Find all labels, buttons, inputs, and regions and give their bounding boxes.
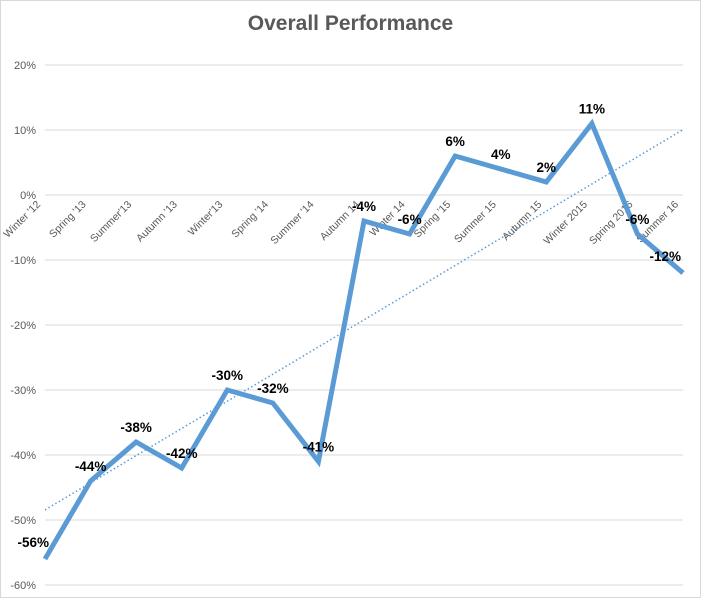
data-label: -41% xyxy=(303,440,335,455)
y-axis-ticks: 20% 10% 0% -10% -20% -30% -40% -50% -60% xyxy=(10,60,36,592)
data-label: 11% xyxy=(579,102,605,117)
data-label: -38% xyxy=(120,420,152,435)
data-label: 6% xyxy=(445,134,465,149)
data-label: 4% xyxy=(491,147,511,162)
x-tick-label: Summer 15 xyxy=(452,199,499,246)
x-tick-label: Spring '14 xyxy=(229,199,271,241)
y-tick-label: -30% xyxy=(10,385,36,397)
data-label: -56% xyxy=(17,535,49,550)
x-tick-label: Autumn 15 xyxy=(500,199,545,244)
trendline xyxy=(44,129,684,511)
y-tick-label: -10% xyxy=(10,255,36,267)
x-tick-label: Winter 2015 xyxy=(541,199,590,248)
x-tick-label: Summer '14 xyxy=(268,199,316,247)
x-tick-label: Winter'13 xyxy=(186,199,226,239)
x-tick-label: Winter '12 xyxy=(1,199,43,241)
y-tick-label: -60% xyxy=(10,580,36,592)
data-label: -6% xyxy=(398,212,422,227)
data-labels: -56% -44% -38% -42% -30% -32% -41% -4% -6% 6% 4% 2%… xyxy=(17,102,681,551)
trendline-layer xyxy=(44,129,684,511)
series-line xyxy=(42,118,685,561)
data-label: 2% xyxy=(537,160,557,175)
series-layer xyxy=(42,118,685,561)
data-label: -44% xyxy=(75,459,107,474)
y-tick-label: 0% xyxy=(20,190,36,202)
y-tick-label: -50% xyxy=(10,515,36,527)
data-label: -30% xyxy=(212,368,244,383)
data-label: -12% xyxy=(649,249,681,264)
data-label: -4% xyxy=(352,199,376,214)
y-tick-label: -40% xyxy=(10,450,36,462)
data-label: -32% xyxy=(257,381,289,396)
chart-title: Overall Performance xyxy=(247,12,454,35)
x-tick-label: Spring '13 xyxy=(47,199,89,241)
gridlines xyxy=(45,64,683,586)
y-tick-label: 20% xyxy=(14,60,36,72)
data-label: -6% xyxy=(625,212,649,227)
x-tick-label: Autumn '13 xyxy=(134,199,180,245)
x-tick-label: Summer'13 xyxy=(88,199,134,245)
data-label: -42% xyxy=(166,446,198,461)
y-tick-label: 10% xyxy=(14,125,36,137)
x-axis-ticks: Winter '12 Spring '13 Summer'13 Autumn '13 W… xyxy=(1,199,681,248)
y-tick-label: -20% xyxy=(10,320,36,332)
